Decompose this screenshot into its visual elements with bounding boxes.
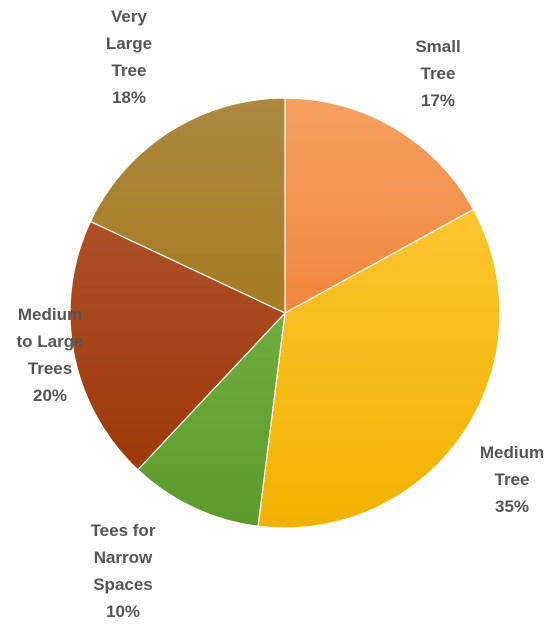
slice-label-line: Very (111, 7, 147, 26)
slice-label-1: Small Tree 17% (415, 37, 460, 110)
slice-label-line: Spaces (93, 575, 153, 594)
slice-label-line: Small (415, 37, 460, 56)
slice-percent-1: 17% (421, 91, 455, 110)
pie-slice-3 (136, 311, 286, 527)
slice-label-line: Narrow (94, 548, 153, 567)
slice-label-line: Tree (421, 64, 456, 83)
slice-label-line: Trees (28, 359, 72, 378)
slice-label-line: Tree (112, 61, 147, 80)
slice-percent-3: 10% (106, 602, 140, 621)
slice-percent-2: 35% (495, 497, 529, 516)
pie-slice-2 (257, 208, 501, 529)
slice-label-3: Tees for Narrow Spaces 10% (91, 521, 156, 621)
slice-percent-5: 18% (112, 88, 146, 107)
slice-label-line: Tree (495, 470, 530, 489)
slice-label-4: Medium to Large Trees 20% (16, 305, 83, 405)
slice-percent-4: 20% (33, 386, 67, 405)
slice-label-2: Medium Tree 35% (480, 443, 544, 516)
slice-label-line: Large (106, 34, 152, 53)
slice-label-line: to Large (16, 332, 83, 351)
slice-label-5: Very Large Tree 18% (106, 7, 152, 107)
slice-label-line: Medium (480, 443, 544, 462)
pie-slice-5 (89, 97, 286, 314)
slice-label-line: Medium (18, 305, 82, 324)
slice-label-line: Tees for (91, 521, 156, 540)
pie-slice-4 (69, 220, 287, 471)
pie-slice-1 (284, 97, 475, 315)
